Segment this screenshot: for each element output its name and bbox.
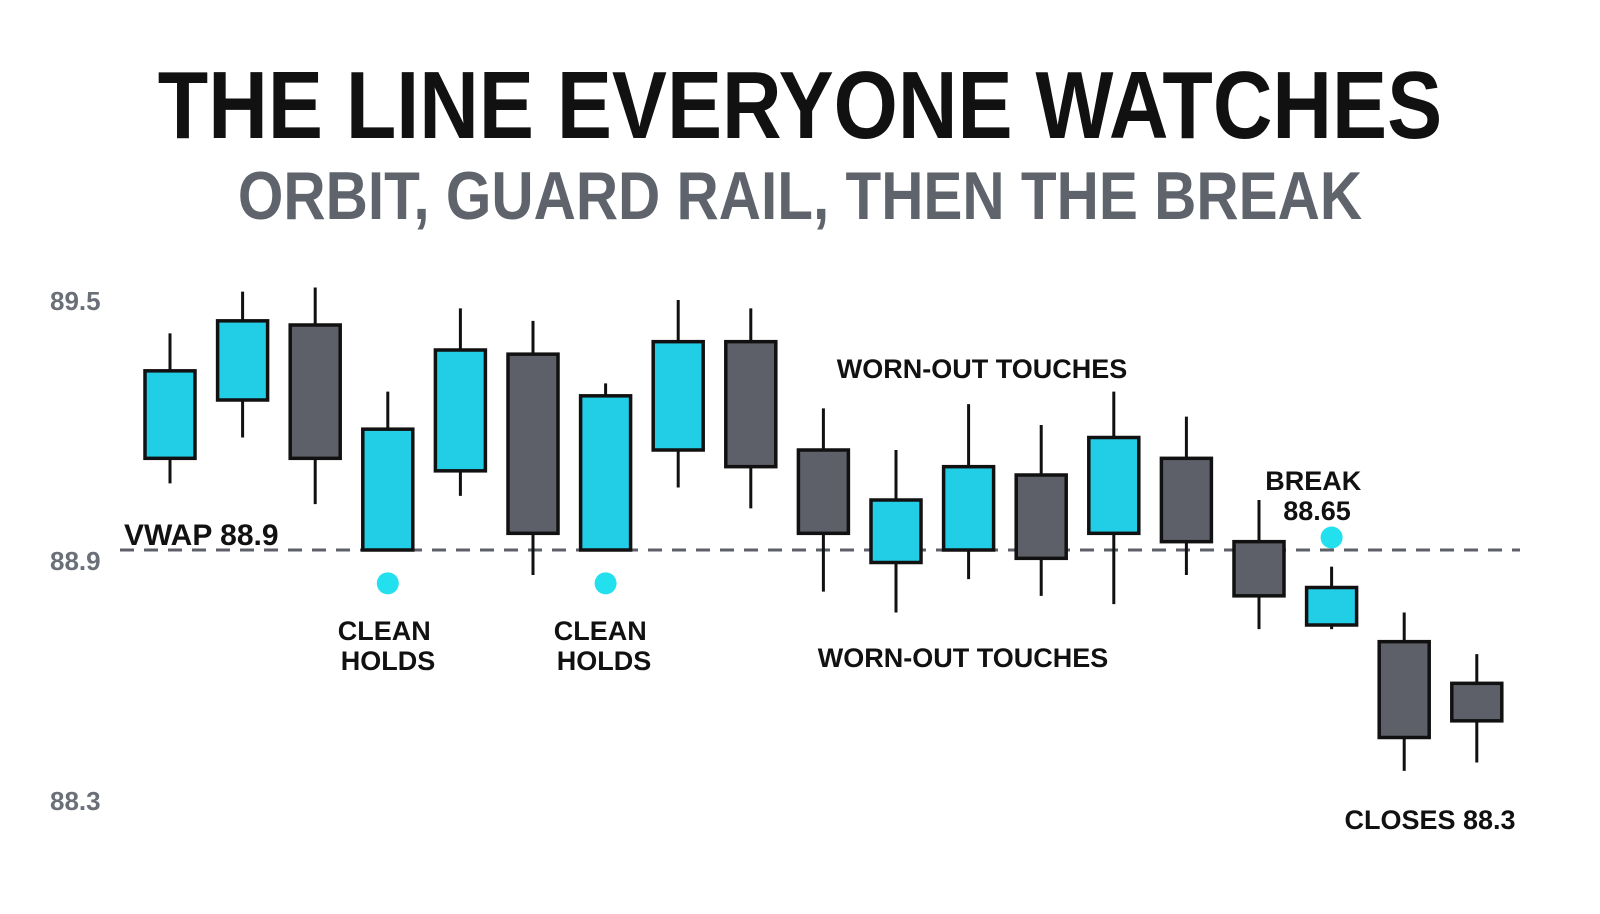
candle-up bbox=[1304, 566, 1359, 630]
y-tick-label: 88.9 bbox=[50, 546, 101, 576]
candle-down bbox=[1450, 654, 1504, 763]
candle-body bbox=[433, 348, 488, 473]
candle-body bbox=[1014, 473, 1068, 561]
annotation-clean-holds: CLEAN HOLDS bbox=[338, 616, 439, 676]
y-tick-label: 88.3 bbox=[50, 786, 101, 816]
candle-body bbox=[651, 339, 705, 452]
candle-up bbox=[143, 333, 197, 484]
candle-down bbox=[506, 320, 560, 575]
annotation-break: BREAK 88.65 bbox=[1265, 466, 1369, 526]
marker-dot bbox=[594, 572, 617, 595]
candle-down bbox=[1232, 500, 1286, 630]
candle-body bbox=[361, 427, 415, 552]
candle-body bbox=[578, 394, 633, 552]
candle-up bbox=[578, 383, 633, 552]
candle-down bbox=[1377, 612, 1431, 771]
y-tick-label: 89.5 bbox=[50, 286, 101, 316]
candles-layer bbox=[143, 287, 1504, 771]
candle-up bbox=[433, 308, 488, 496]
candle-body bbox=[1087, 435, 1141, 536]
candle-body bbox=[1232, 539, 1286, 598]
annotation-worn-out-touches: WORN-OUT TOUCHES bbox=[837, 354, 1128, 384]
candle-body bbox=[215, 319, 270, 402]
candle-body bbox=[288, 323, 342, 461]
candle-body bbox=[506, 352, 560, 536]
candle-up bbox=[941, 404, 996, 580]
marker-dot bbox=[376, 572, 399, 595]
chart-title: THE LINE EVERYONE WATCHES bbox=[157, 52, 1443, 159]
candle-down bbox=[1159, 416, 1214, 575]
candle-body bbox=[869, 498, 923, 565]
candle-down bbox=[796, 408, 851, 592]
annotation-vwap: VWAP 88.9 bbox=[124, 519, 279, 552]
candle-body bbox=[143, 369, 197, 461]
candle-up bbox=[361, 391, 415, 552]
annotations-layer: VWAP 88.9 CLEAN HOLDS CLEAN HOLDS WORN-O… bbox=[124, 354, 1516, 835]
candle-up bbox=[1087, 391, 1141, 605]
candle-body bbox=[724, 339, 778, 469]
candle-body bbox=[796, 448, 851, 536]
marker-dot bbox=[1320, 526, 1343, 549]
candle-down bbox=[724, 308, 778, 509]
candle-body bbox=[941, 464, 996, 552]
candle-body bbox=[1304, 585, 1359, 627]
y-axis-ticks: 89.5 88.9 88.3 bbox=[50, 286, 101, 816]
candle-down bbox=[1014, 425, 1068, 596]
chart-subtitle: ORBIT, GUARD RAIL, THEN THE BREAK bbox=[237, 158, 1363, 234]
candle-up bbox=[651, 300, 705, 488]
markers-layer bbox=[376, 526, 1343, 595]
candle-up bbox=[215, 291, 270, 438]
candle-body bbox=[1159, 456, 1214, 544]
annotation-worn-out-touches: WORN-OUT TOUCHES bbox=[818, 643, 1109, 673]
candle-up bbox=[869, 450, 923, 613]
candle-down bbox=[288, 287, 342, 505]
annotation-clean-holds: CLEAN HOLDS bbox=[554, 616, 655, 676]
annotation-closes: CLOSES 88.3 bbox=[1344, 805, 1515, 835]
candle-body bbox=[1450, 681, 1504, 723]
candle-body bbox=[1377, 639, 1431, 740]
